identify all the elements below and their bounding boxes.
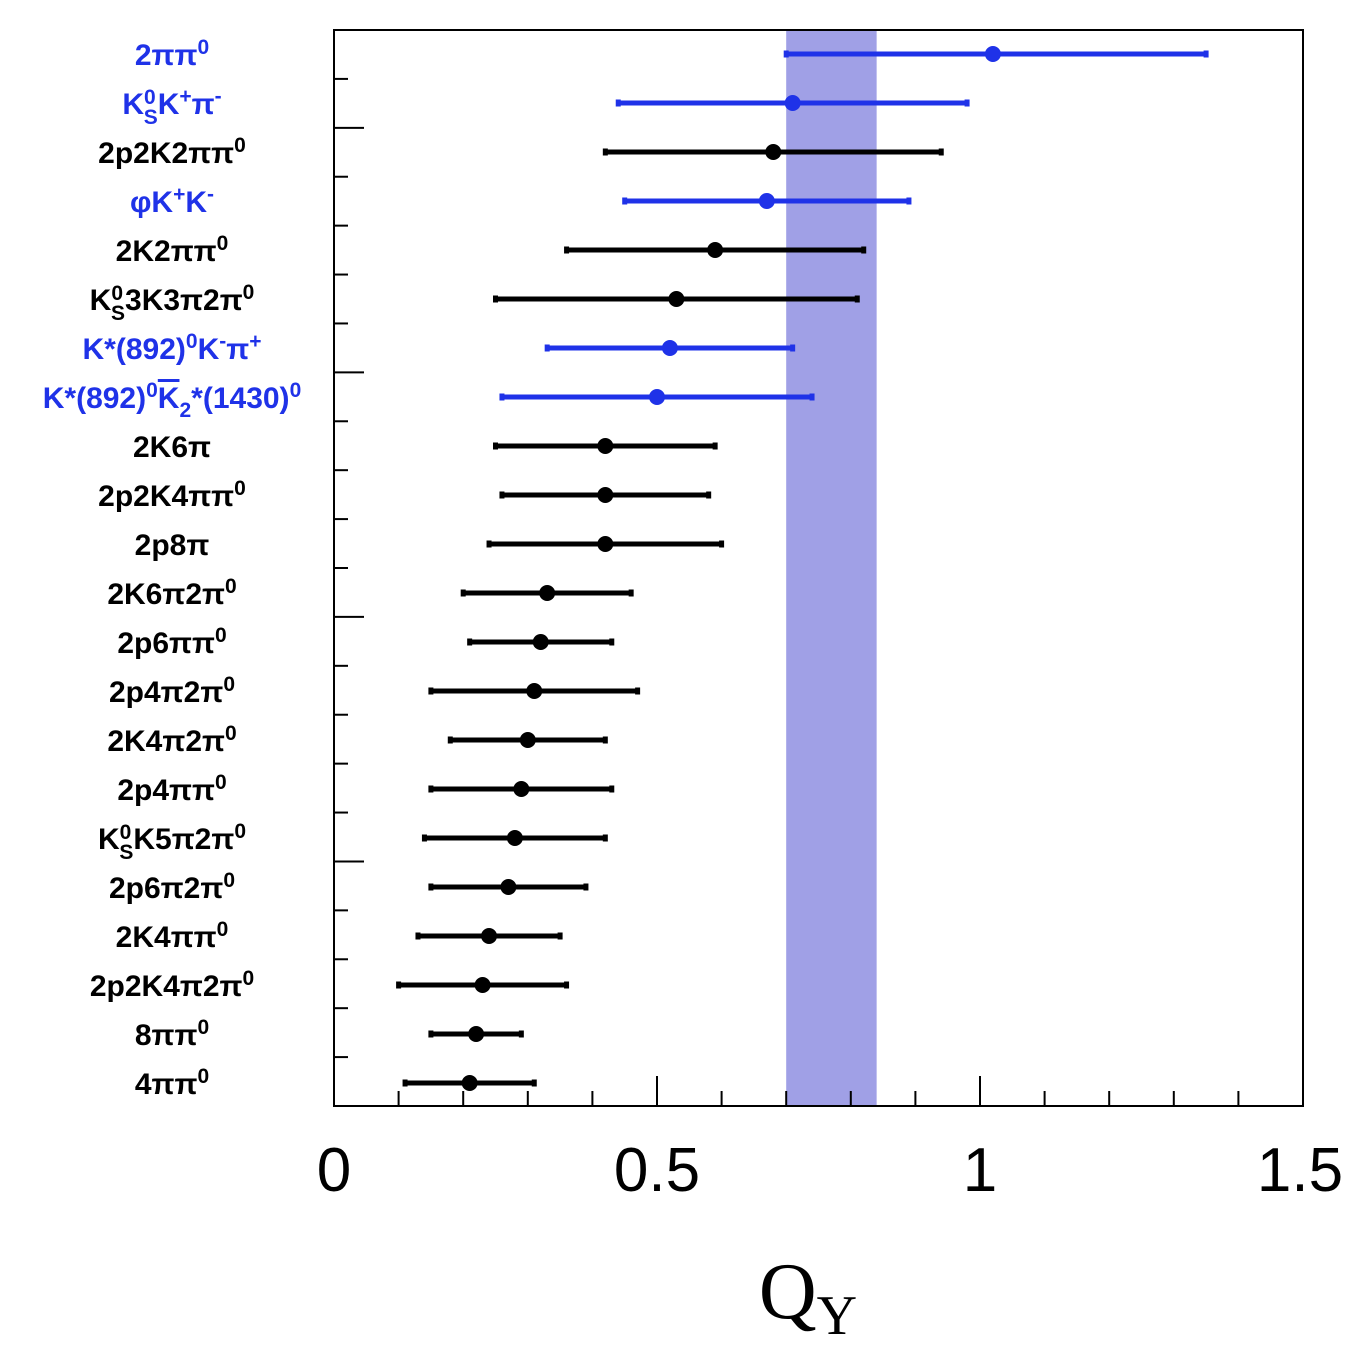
data-marker (481, 928, 498, 944)
data-point-4 (564, 242, 867, 258)
data-marker (461, 1075, 478, 1091)
data-point-17 (428, 879, 589, 895)
data-marker (707, 242, 724, 258)
x-tick-label-1: 0.5 (614, 1136, 700, 1205)
category-label-4: 2K2ππ0 (116, 232, 229, 268)
category-label-11: 2K6π2π0 (107, 575, 236, 611)
reference-band (786, 30, 877, 1106)
category-label-9: 2p2K4ππ0 (98, 477, 246, 513)
data-marker (984, 46, 1001, 62)
data-point-12 (467, 634, 615, 650)
data-marker (668, 291, 685, 307)
data-marker (597, 536, 614, 552)
category-label-2: 2p2K2ππ0 (98, 134, 246, 170)
data-marker (474, 977, 491, 993)
data-point-9 (499, 487, 712, 503)
data-point-3 (622, 193, 912, 209)
category-label-12: 2p6ππ0 (117, 624, 226, 660)
data-point-13 (428, 683, 641, 699)
data-point-10 (486, 536, 725, 552)
data-point-5 (493, 291, 860, 307)
data-point-16 (421, 830, 608, 846)
data-marker (649, 389, 665, 405)
category-label-3: φK+K- (130, 183, 214, 219)
data-point-2 (602, 144, 944, 160)
data-point-0 (783, 46, 1209, 62)
data-point-14 (447, 732, 608, 748)
data-marker (661, 340, 678, 356)
category-label-13: 2p4π2π0 (109, 673, 235, 709)
data-point-8 (493, 438, 718, 454)
data-marker (532, 634, 549, 650)
category-label-18: 2K4ππ0 (116, 918, 229, 954)
category-label-6: K*(892)0K-π+ (83, 330, 262, 366)
data-point-15 (428, 781, 615, 797)
category-label-8: 2K6π (133, 431, 211, 464)
category-label-10: 2p8π (135, 529, 210, 562)
data-point-11 (460, 585, 634, 601)
data-point-7 (499, 389, 815, 405)
x-tick-label-3: 1.5 (1257, 1136, 1343, 1205)
data-point-1 (615, 95, 970, 111)
category-label-21: 4ππ0 (135, 1065, 209, 1101)
data-marker (758, 193, 775, 209)
category-label-5: K0 S3K3π2π0 (90, 281, 255, 325)
category-label-15: 2p4ππ0 (117, 771, 226, 807)
data-marker (597, 487, 614, 503)
data-marker (500, 879, 517, 895)
x-axis-title: QY (759, 1248, 857, 1347)
data-marker (784, 95, 801, 111)
data-marker (513, 781, 530, 797)
category-label-20: 8ππ0 (135, 1016, 209, 1052)
data-marker (526, 683, 543, 699)
data-point-19 (396, 977, 570, 993)
data-point-21 (402, 1075, 537, 1091)
data-marker (506, 830, 523, 846)
category-label-14: 2K4π2π0 (107, 722, 236, 758)
data-point-18 (415, 928, 563, 944)
data-point-20 (428, 1026, 524, 1042)
data-marker (519, 732, 536, 748)
category-label-0: 2ππ0 (135, 36, 209, 72)
data-marker (765, 144, 782, 160)
x-tick-label-2: 1 (963, 1136, 997, 1205)
data-marker (468, 1026, 485, 1042)
data-marker (597, 438, 614, 454)
category-label-7: K*(892)0K2*(1430)0 (43, 379, 302, 422)
category-label-19: 2p2K4π2π0 (90, 967, 254, 1003)
category-label-1: K0 SK+π- (122, 85, 221, 129)
data-marker (539, 585, 556, 601)
x-tick-label-0: 0 (317, 1136, 351, 1205)
data-point-6 (544, 340, 796, 356)
category-label-17: 2p6π2π0 (109, 869, 235, 905)
category-label-16: K0 SK5π2π0 (98, 820, 246, 864)
